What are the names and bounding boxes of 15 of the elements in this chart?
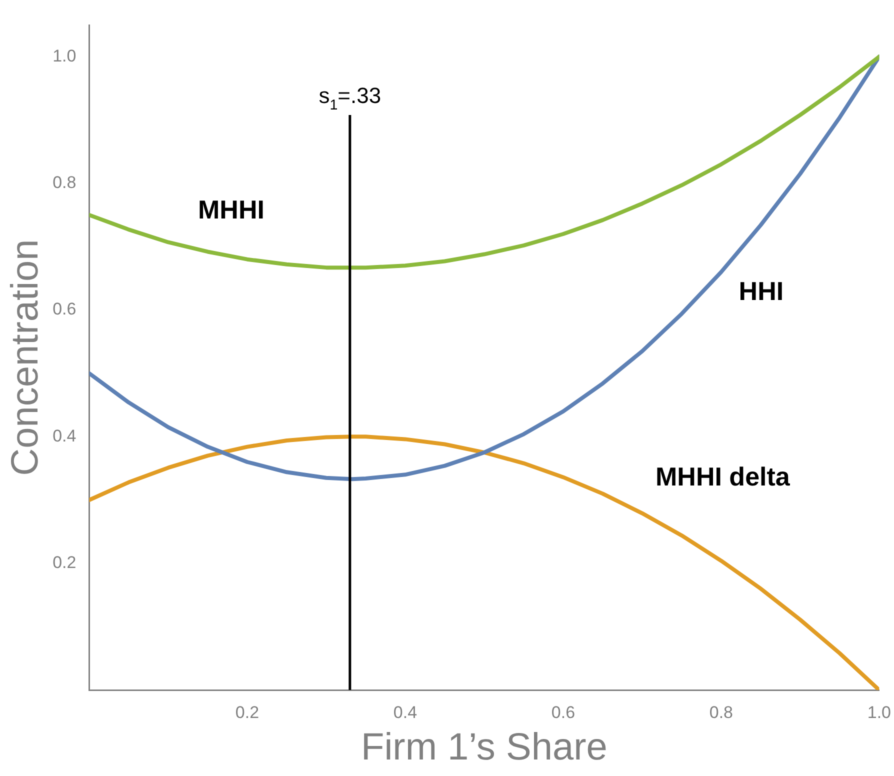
y-tick-label: 0.6 — [52, 300, 76, 319]
x-tick-label: 0.4 — [393, 702, 418, 722]
x-tick-label: 0.8 — [709, 702, 734, 722]
x-tick-label: 0.6 — [551, 702, 576, 722]
x-axis-title: Firm 1’s Share — [361, 726, 608, 769]
y-tick-label: 0.8 — [52, 173, 76, 192]
series-label: HHI — [738, 276, 784, 306]
x-tick-label: 0.2 — [235, 702, 260, 722]
y-tick-label: 1.0 — [52, 46, 76, 66]
series-label: MHHI — [198, 194, 264, 225]
x-tick-label: 1.0 — [867, 702, 892, 722]
series-label: MHHI delta — [656, 462, 790, 492]
y-tick-label: 0.2 — [52, 553, 76, 572]
y-tick-label: 0.4 — [52, 426, 76, 446]
y-axis-title: Concentration — [4, 239, 46, 476]
